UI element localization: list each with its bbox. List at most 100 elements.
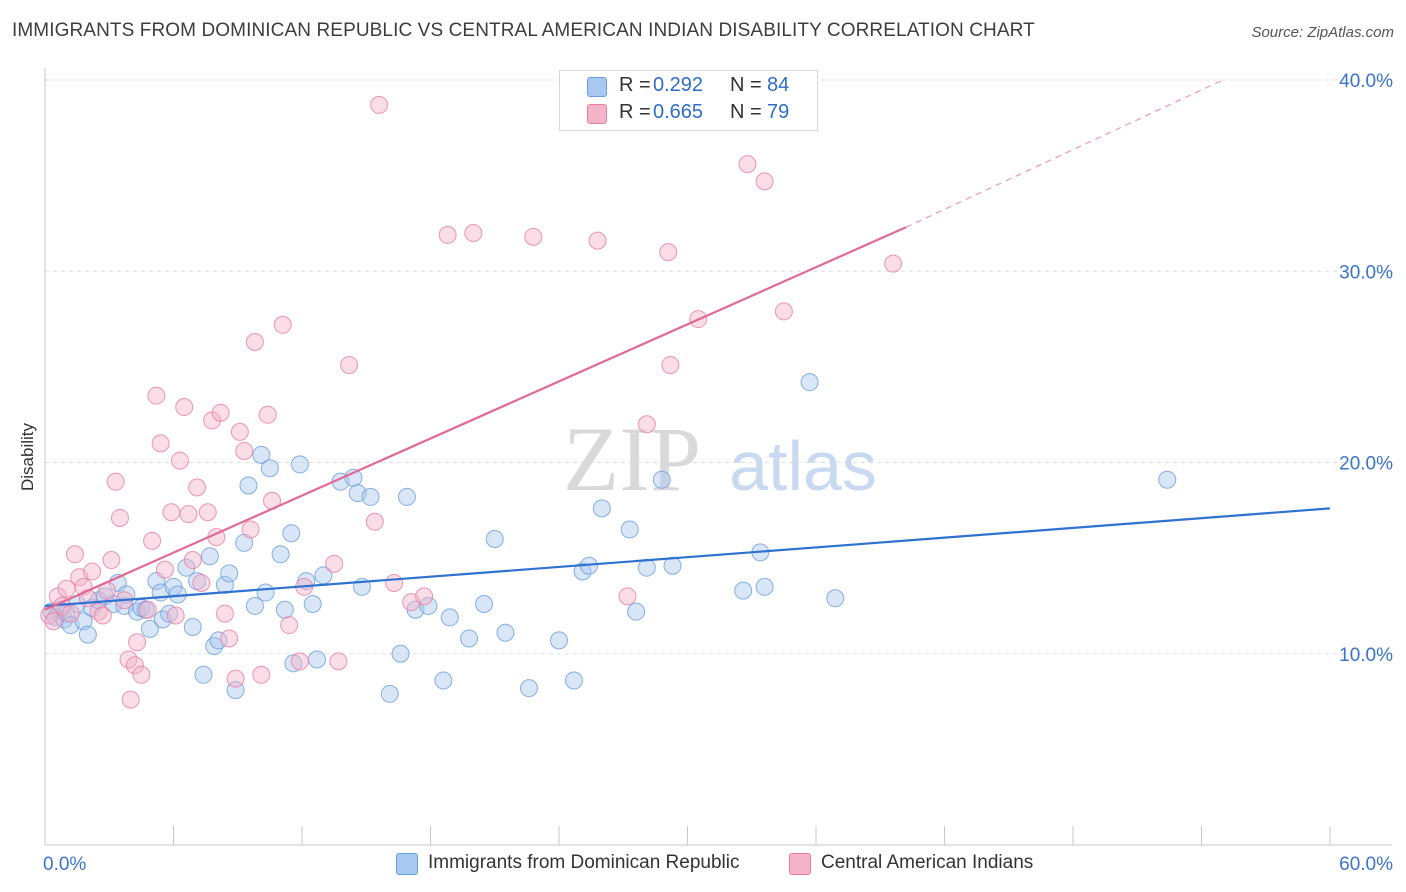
n-value: 84 xyxy=(767,74,790,96)
point-dominican xyxy=(800,373,819,392)
point-central-american-indian xyxy=(188,478,207,497)
point-central-american-indian xyxy=(155,560,174,579)
point-dominican xyxy=(245,596,264,615)
point-central-american-indian xyxy=(110,508,129,527)
point-central-american-indian xyxy=(179,505,198,524)
point-central-american-indian xyxy=(637,415,656,434)
r-value: 0.292 xyxy=(653,74,704,96)
point-central-american-indian xyxy=(438,225,457,244)
point-central-american-indian xyxy=(524,227,543,246)
point-dominican xyxy=(220,564,239,583)
trend-line-central-american-indians xyxy=(44,226,907,611)
point-dominican xyxy=(303,595,322,614)
point-central-american-indian xyxy=(93,606,112,625)
point-central-american-indian xyxy=(659,243,678,262)
legend-label: Immigrants from Dominican Republic xyxy=(428,852,740,873)
legend-swatch-blue xyxy=(587,77,607,97)
y-tick-label: 10.0% xyxy=(1339,645,1393,666)
y-tick-label: 30.0% xyxy=(1339,262,1393,283)
point-dominican xyxy=(282,524,301,543)
y-axis-label: Disability xyxy=(18,422,37,491)
point-dominican xyxy=(397,487,416,506)
x-tick-label: 0.0% xyxy=(43,854,86,875)
point-central-american-indian xyxy=(61,604,80,623)
point-central-american-indian xyxy=(121,690,140,709)
x-tick-label: 60.0% xyxy=(1339,854,1393,875)
point-central-american-indian xyxy=(162,503,181,522)
point-central-american-indian xyxy=(464,224,483,242)
point-dominican xyxy=(140,619,159,638)
point-central-american-indian xyxy=(738,155,757,174)
n-value: 79 xyxy=(767,101,790,123)
point-central-american-indian xyxy=(235,442,254,461)
point-dominican xyxy=(200,547,219,566)
point-dominican xyxy=(475,595,494,614)
point-dominican xyxy=(260,459,279,478)
point-dominican xyxy=(361,487,380,506)
point-central-american-indian xyxy=(290,652,309,671)
point-dominican xyxy=(419,596,438,615)
trend-line-dominican xyxy=(44,507,1331,608)
point-dominican xyxy=(215,575,234,594)
gridlines xyxy=(45,79,1392,655)
point-dominican xyxy=(734,581,753,600)
point-central-american-indian xyxy=(661,355,680,374)
axes xyxy=(44,68,1392,846)
y-tick-label: 40.0% xyxy=(1339,71,1393,92)
watermark: ZIP atlas xyxy=(563,408,877,510)
y-tick-label: 20.0% xyxy=(1339,454,1393,475)
point-dominican xyxy=(592,499,611,518)
point-dominican xyxy=(271,545,290,564)
r-label: R = xyxy=(619,101,651,123)
data-points xyxy=(40,95,1177,709)
point-central-american-indian xyxy=(125,656,144,675)
trend-lines xyxy=(44,79,1331,611)
point-dominican xyxy=(78,625,97,644)
point-central-american-indian xyxy=(44,612,63,631)
point-central-american-indian xyxy=(170,451,189,470)
point-central-american-indian xyxy=(128,633,147,652)
point-dominican xyxy=(290,455,309,474)
watermark-zip: ZIP xyxy=(563,408,701,510)
point-central-american-indian xyxy=(774,302,793,321)
point-dominican xyxy=(826,589,845,608)
point-central-american-indian xyxy=(325,554,344,573)
point-central-american-indian xyxy=(884,254,903,273)
watermark-atlas: atlas xyxy=(729,427,877,505)
point-central-american-indian xyxy=(252,665,271,684)
point-central-american-indian xyxy=(273,315,292,334)
point-central-american-indian xyxy=(151,434,170,453)
point-dominican xyxy=(440,608,459,627)
point-central-american-indian xyxy=(143,531,162,550)
point-central-american-indian xyxy=(106,472,125,491)
point-central-american-indian xyxy=(385,573,404,592)
point-central-american-indian xyxy=(588,231,607,250)
point-central-american-indian xyxy=(226,669,245,688)
point-dominican xyxy=(391,644,410,663)
point-central-american-indian xyxy=(138,600,157,619)
point-dominican xyxy=(160,604,179,623)
point-dominican xyxy=(1158,470,1177,489)
point-central-american-indian xyxy=(166,606,185,625)
point-dominican xyxy=(307,650,326,669)
point-central-american-indian xyxy=(175,398,194,417)
point-central-american-indian xyxy=(198,503,217,522)
point-central-american-indian xyxy=(132,665,151,684)
point-dominican xyxy=(239,476,258,495)
point-dominican xyxy=(252,445,271,464)
point-dominican xyxy=(564,671,583,690)
point-dominican xyxy=(380,684,399,703)
point-central-american-indian xyxy=(329,652,348,671)
point-dominican xyxy=(520,679,539,698)
point-central-american-indian xyxy=(370,95,389,114)
legend-swatch-pink xyxy=(587,104,607,124)
legend-label: Central American Indians xyxy=(821,852,1034,873)
point-central-american-indian xyxy=(618,587,637,606)
point-dominican xyxy=(434,671,453,690)
point-dominican xyxy=(275,600,294,619)
point-dominican xyxy=(460,629,479,648)
point-central-american-indian xyxy=(192,573,211,592)
point-dominican xyxy=(256,583,275,602)
point-dominican xyxy=(755,577,774,596)
